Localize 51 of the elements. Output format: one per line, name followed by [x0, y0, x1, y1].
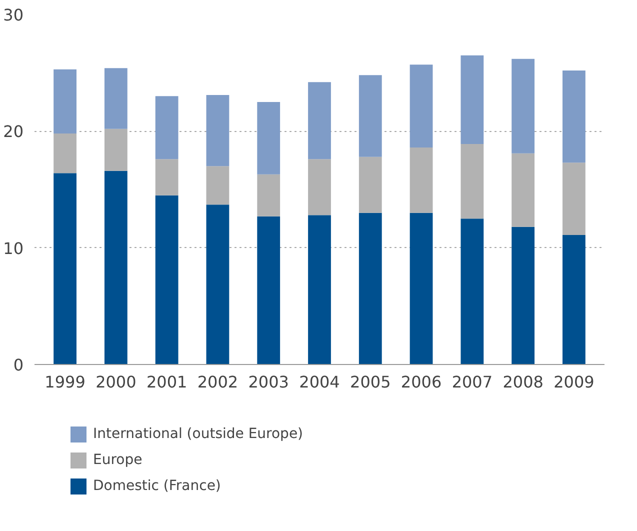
bar — [206, 204, 230, 364]
bar — [206, 166, 230, 205]
bar — [155, 159, 178, 196]
x-tick-label: 2004 — [299, 372, 340, 392]
y-tick-label: 0 — [13, 356, 24, 374]
y-tick-label: 10 — [3, 238, 24, 258]
x-tick-label: 2001 — [146, 372, 188, 392]
bar — [257, 102, 280, 174]
bar — [358, 156, 382, 213]
bar — [155, 96, 178, 160]
bar — [460, 144, 484, 219]
bar — [104, 68, 128, 129]
x-tick-label: 2000 — [96, 372, 136, 392]
legend-label: Europe — [93, 452, 142, 468]
bar — [257, 216, 280, 364]
bar — [308, 159, 331, 216]
bar — [358, 75, 382, 157]
bar — [308, 82, 331, 160]
bar — [155, 195, 178, 364]
bar — [54, 69, 76, 134]
legend-label: International (outside Europe) — [93, 426, 304, 442]
x-tick-label: 2002 — [197, 372, 238, 392]
x-tick-label: 2005 — [350, 372, 391, 392]
bar — [460, 218, 484, 364]
bar — [410, 148, 433, 213]
bar — [308, 215, 331, 364]
legend-label: Domestic (France) — [93, 478, 221, 494]
bar — [562, 162, 586, 235]
y-tick-label: 20 — [3, 122, 24, 142]
bar — [104, 128, 128, 171]
bar — [562, 235, 586, 364]
y-tick-label: 30 — [3, 6, 24, 24]
bar — [54, 173, 76, 364]
bar — [460, 55, 484, 144]
bar — [206, 95, 230, 166]
x-tick-label: 2009 — [554, 372, 594, 392]
bar — [257, 174, 280, 216]
x-tick-label: 2003 — [248, 372, 289, 392]
bar — [512, 153, 535, 227]
bar — [512, 226, 535, 364]
bar — [54, 134, 76, 174]
x-tick-label: 2006 — [400, 372, 442, 392]
bar — [410, 212, 433, 364]
bar — [358, 212, 382, 364]
x-tick-label: 2007 — [452, 372, 493, 392]
x-tick-label: 1999 — [44, 372, 86, 392]
bar — [410, 64, 433, 148]
x-tick-label: 2008 — [502, 372, 544, 392]
bar — [104, 170, 128, 364]
bar — [512, 58, 535, 154]
bar — [562, 70, 586, 163]
